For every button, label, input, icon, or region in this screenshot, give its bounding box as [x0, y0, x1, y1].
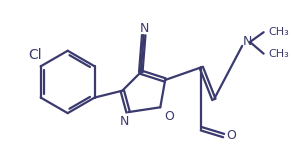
Text: O: O [164, 110, 174, 123]
Text: CH₃: CH₃ [268, 27, 289, 37]
Text: N: N [140, 22, 149, 35]
Text: N: N [120, 115, 129, 128]
Text: CH₃: CH₃ [268, 49, 289, 59]
Text: Cl: Cl [28, 48, 42, 62]
Text: O: O [226, 129, 236, 142]
Text: N: N [242, 35, 252, 48]
